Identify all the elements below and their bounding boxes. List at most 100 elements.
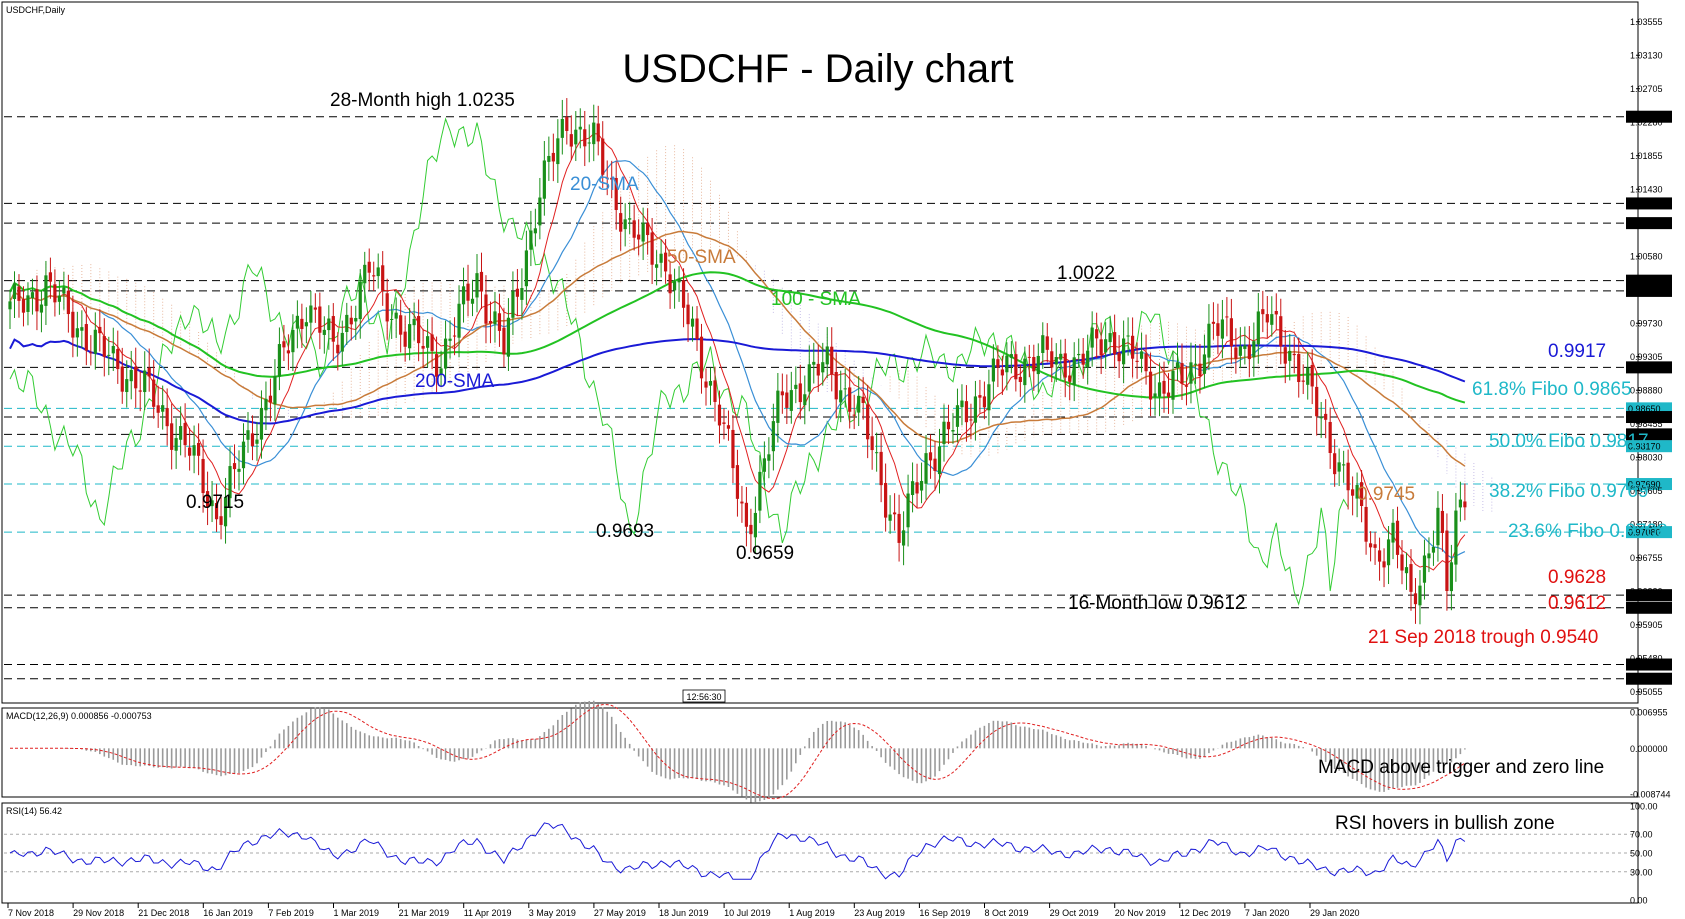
candle-body [1122, 338, 1126, 365]
candle-body [98, 326, 102, 334]
candle-body [466, 283, 470, 301]
candle-body [430, 334, 434, 351]
candle-body [21, 299, 26, 313]
candle-body [1431, 546, 1436, 553]
candle-body [246, 430, 250, 440]
candle-body [1014, 354, 1018, 380]
candle-body [542, 160, 546, 199]
price-level-label: 1.02350 [1628, 112, 1661, 122]
candle-body [987, 384, 991, 411]
time-box [682, 689, 726, 703]
candle-body [1175, 362, 1180, 368]
candle-body [120, 366, 124, 392]
candle-body [556, 138, 560, 165]
candle-body [1413, 593, 1418, 605]
candle-body [318, 306, 322, 333]
price-level-label: 0.98170 [1628, 442, 1661, 452]
candle-body [399, 315, 403, 335]
price-tick-label: 0.95055 [1630, 687, 1663, 697]
candle-body [1337, 462, 1341, 472]
candle-body [277, 344, 282, 377]
candle-body [1184, 385, 1189, 387]
candle-body [726, 425, 731, 429]
price-level-label: 1.00270 [1628, 276, 1661, 286]
price-level-label: 1.01250 [1628, 199, 1661, 209]
time-tick-label: 20 Nov 2019 [1115, 908, 1166, 918]
candle-body [147, 367, 151, 377]
candle-body [1306, 367, 1310, 385]
time-tick-label: 7 Jan 2020 [1245, 908, 1290, 918]
candle-body [1436, 507, 1440, 546]
candle-body [264, 398, 268, 411]
price-level-tag [1626, 110, 1672, 123]
candle-body [758, 471, 762, 511]
price-tick-label: 1.01855 [1630, 151, 1663, 161]
candle-body [969, 419, 973, 421]
candle-body [511, 291, 515, 318]
candle-body [273, 375, 277, 405]
candle-body [569, 134, 573, 147]
rsi-annotation: RSI hovers in bullish zone [1335, 813, 1555, 834]
candle-body [1189, 362, 1193, 384]
annotation-label: 0.9745 [1357, 484, 1415, 505]
candle-body [686, 304, 690, 325]
indicator-label: 200-SMA [415, 371, 495, 392]
candle-body [408, 324, 412, 349]
indicator-label: 50-SMA [667, 247, 736, 268]
candle-body [1355, 485, 1359, 499]
candle-body [1027, 356, 1031, 358]
candle-body [524, 250, 528, 287]
candle-body [134, 366, 138, 389]
candle-body [1346, 462, 1350, 491]
time-tick-label: 18 Jun 2019 [659, 908, 709, 918]
candle-body [107, 354, 111, 356]
candle-body [785, 392, 789, 408]
candle-body [1041, 335, 1045, 354]
candle-body [304, 322, 308, 327]
annotation-label: 0.9628 [1548, 567, 1606, 588]
symbol-label: USDCHF,Daily [6, 5, 66, 15]
candle-body [771, 421, 775, 452]
candle-body [1315, 386, 1319, 417]
candle-body [637, 234, 641, 240]
annotation-label: 0.9612 [1548, 593, 1606, 614]
candle-body [1324, 413, 1328, 420]
time-tick-label: 29 Nov 2018 [73, 908, 124, 918]
rsi-tick-label: 50.00 [1630, 849, 1653, 859]
candle-body [1202, 354, 1207, 374]
candle-body [219, 516, 223, 525]
price-level-label: 0.98540 [1628, 413, 1661, 423]
candle-body [372, 275, 376, 277]
candle-body [71, 311, 75, 338]
candle-body [1391, 522, 1395, 543]
candle-body [803, 394, 807, 406]
candle-body [1193, 363, 1198, 365]
time-label: 12:56:30 [686, 692, 721, 702]
candle-body [663, 252, 668, 272]
candle-body [313, 307, 317, 310]
price-tick-label: 0.99305 [1630, 352, 1663, 362]
candle-body [991, 358, 995, 382]
candle-body [237, 468, 241, 472]
candle-body [798, 383, 802, 403]
candle-body [93, 329, 97, 354]
candle-body [901, 530, 906, 546]
price-level-tag [1626, 658, 1672, 671]
candle-body [533, 228, 537, 234]
candle-body [1180, 363, 1184, 384]
time-tick-label: 7 Feb 2019 [268, 908, 314, 918]
candle-body [385, 293, 389, 322]
price-level-tag [1626, 526, 1672, 539]
candle-body [80, 327, 84, 331]
price-level-tag [1626, 361, 1672, 374]
candle-body [188, 447, 192, 456]
candle-body [816, 363, 820, 376]
candle-body [1225, 316, 1229, 318]
candle-body [1328, 421, 1332, 453]
time-tick-label: 21 Dec 2018 [138, 908, 189, 918]
price-tick-label: 0.97605 [1630, 486, 1663, 496]
price-tick-label: 0.98030 [1630, 453, 1663, 463]
candle-body [1099, 339, 1103, 356]
candle-body [695, 318, 699, 339]
candle-body [62, 287, 66, 294]
